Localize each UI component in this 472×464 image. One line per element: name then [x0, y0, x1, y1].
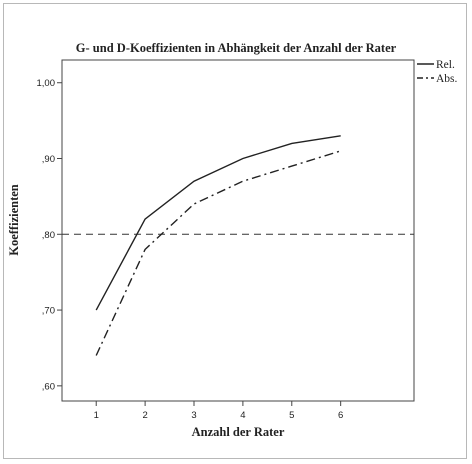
series-line-rel: [95, 135, 341, 311]
y-tick-label: ,70: [42, 306, 55, 317]
x-axis-label: Anzahl der Rater: [192, 425, 285, 439]
y-axis-label: Koeffizienten: [7, 184, 21, 256]
y-tick-label: 1,00: [37, 78, 56, 89]
x-tick-label: 1: [94, 410, 99, 421]
y-axis: ,60 ,70 ,80 ,90 1,00: [37, 78, 62, 392]
legend-label: Abs.: [436, 73, 458, 85]
x-tick-label: 6: [338, 410, 343, 421]
legend-label: Rel.: [436, 59, 455, 71]
y-tick-label: ,90: [42, 154, 55, 165]
series-line-abs: [95, 150, 341, 356]
legend: Rel. Abs.: [417, 59, 458, 85]
y-tick-label: ,80: [42, 230, 55, 241]
x-tick-label: 5: [289, 410, 294, 421]
x-tick-label: 3: [191, 410, 196, 421]
series-group: [95, 135, 341, 356]
x-tick-label: 4: [240, 410, 245, 421]
chart-frame: [3, 3, 467, 459]
chart-title: G- und D-Koeffizienten in Abhängkeit der…: [76, 41, 397, 55]
x-tick-label: 2: [142, 410, 147, 421]
x-axis: 1 2 3 4 5 6: [94, 401, 343, 421]
plot-area: [61, 59, 415, 402]
y-tick-label: ,60: [42, 381, 55, 392]
